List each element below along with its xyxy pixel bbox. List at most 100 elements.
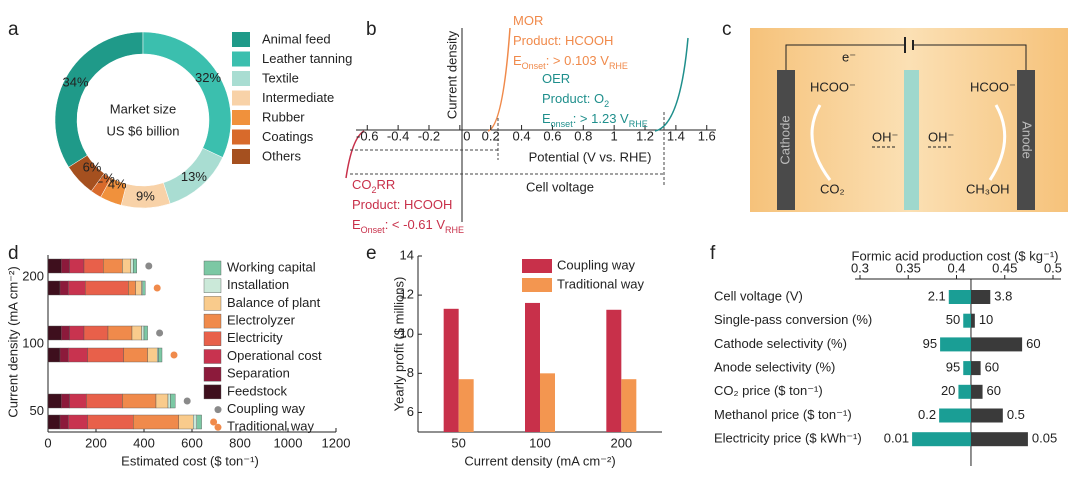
- x-tick-label: 0.2: [482, 128, 500, 143]
- slice-label: 6%: [83, 159, 102, 174]
- bar-segment: [107, 325, 133, 341]
- bar-segment: [142, 280, 146, 296]
- donut-slice: [54, 31, 144, 168]
- bar: [443, 308, 459, 432]
- annotation-part: RHE: [629, 119, 648, 129]
- way-marker: [153, 284, 161, 292]
- slice-label: 32%: [195, 70, 221, 85]
- bar-segment: [59, 347, 69, 363]
- bar-low: [958, 384, 971, 399]
- bar-segment: [141, 325, 145, 341]
- panel-letter: a: [8, 19, 19, 40]
- donut-slice: [68, 155, 105, 192]
- legend-marker: [214, 423, 222, 431]
- slice-label: 9%: [136, 188, 155, 203]
- bar: [621, 379, 637, 432]
- oer-curve: [654, 37, 689, 132]
- bar-high: [970, 313, 975, 328]
- annotation-part: RR: [377, 177, 396, 192]
- annotation: CO2RR: [352, 177, 395, 195]
- bar: [540, 373, 555, 432]
- x-tick-label: 1.6: [698, 128, 716, 143]
- annotation: OER: [542, 71, 570, 86]
- bar-segment: [47, 325, 62, 341]
- x-tick-label: -0.4: [387, 128, 409, 143]
- bar-segment: [147, 347, 158, 363]
- annotation: EOnset: < -0.61 VRHE: [352, 217, 464, 235]
- center-text: Market size: [110, 101, 176, 116]
- legend-swatch: [522, 278, 552, 292]
- x-tick-label: 0.6: [543, 128, 561, 143]
- low-label: 95: [946, 360, 960, 375]
- anode-electrode: [1017, 70, 1035, 210]
- bar-low: [912, 432, 971, 447]
- high-label: 3.8: [994, 288, 1012, 303]
- annotation-part: RHE: [445, 225, 464, 235]
- legend-label: Coupling way: [557, 257, 636, 272]
- legend-swatch: [203, 331, 222, 346]
- legend-swatch: [522, 259, 552, 273]
- bar-high: [970, 290, 991, 304]
- bar-segment: [59, 280, 69, 296]
- annotation-part: E: [352, 217, 361, 232]
- bar-segment: [122, 393, 157, 409]
- bar-segment: [68, 414, 88, 430]
- x-tick-label: 800: [229, 435, 251, 450]
- legend-swatch: [203, 313, 222, 329]
- bar-segment: [123, 347, 148, 363]
- high-label: 60: [1026, 336, 1040, 351]
- bar-segment: [87, 347, 124, 363]
- label: HCOO⁻: [970, 79, 1016, 94]
- annotation: MOR: [513, 13, 543, 28]
- y-tick-label: 200: [22, 268, 44, 283]
- high-label: 60: [985, 360, 999, 375]
- legend-label: Working capital: [227, 259, 316, 274]
- high-label: 10: [979, 312, 993, 327]
- bar-high: [970, 337, 1023, 352]
- annotation-part: E: [542, 111, 551, 126]
- low-label: 20: [941, 383, 955, 398]
- x-tick-label: 0.3: [851, 260, 869, 275]
- annotation-part: : > 1.23 V: [573, 111, 629, 126]
- annotation-part: onset: [551, 119, 574, 129]
- way-marker: [170, 351, 178, 359]
- legend-swatch: [232, 149, 250, 164]
- low-label: 0.2: [918, 407, 936, 422]
- bar-segment: [47, 280, 61, 296]
- annotation-part: MOR: [513, 13, 543, 28]
- high-label: 0.5: [1007, 407, 1025, 422]
- annotation-part: : < -0.61 V: [385, 217, 446, 232]
- bar-segment: [47, 393, 62, 409]
- legend-label: Electricity: [227, 330, 283, 345]
- bar-segment: [83, 325, 109, 341]
- annotation-part: CO: [352, 177, 372, 192]
- x-tick-label: 1200: [322, 435, 351, 450]
- y-tick-label: 6: [407, 404, 414, 419]
- x-tick-label: 200: [85, 435, 107, 450]
- legend-swatch: [203, 296, 222, 311]
- bar-segment: [128, 280, 136, 296]
- legend-label: Installation: [227, 277, 289, 292]
- bar-high: [970, 361, 981, 376]
- x-tick-label: 1.2: [636, 128, 654, 143]
- x-tick-label: 0.45: [992, 260, 1017, 275]
- y-tick-label: 50: [30, 403, 44, 418]
- donut-slice: [142, 31, 232, 158]
- bar-low: [939, 408, 971, 423]
- annotation: Product: HCOOH: [352, 197, 452, 212]
- membrane: [904, 70, 919, 210]
- panel-c-diagram: e⁻ HCOO⁻ HCOO⁻ OH⁻ OH⁻ CO₂ CH₃OH Cathode…: [750, 28, 1068, 212]
- category-label: Cathode selectivity (%): [714, 336, 847, 351]
- axis-title: Formic acid production cost ($ kg⁻¹): [852, 248, 1059, 263]
- category-label: Single-pass conversion (%): [714, 312, 872, 327]
- low-label: 2.1: [928, 288, 946, 303]
- bar-segment: [158, 347, 163, 363]
- y-tick-label: 14: [400, 247, 414, 262]
- bar-low: [963, 361, 971, 376]
- bar-segment: [132, 258, 137, 274]
- legend-label: Rubber: [262, 109, 305, 124]
- legend-swatch: [232, 32, 250, 47]
- bar-segment: [122, 258, 132, 274]
- bar-segment: [69, 325, 85, 341]
- annotation-part: Onset: [361, 225, 386, 235]
